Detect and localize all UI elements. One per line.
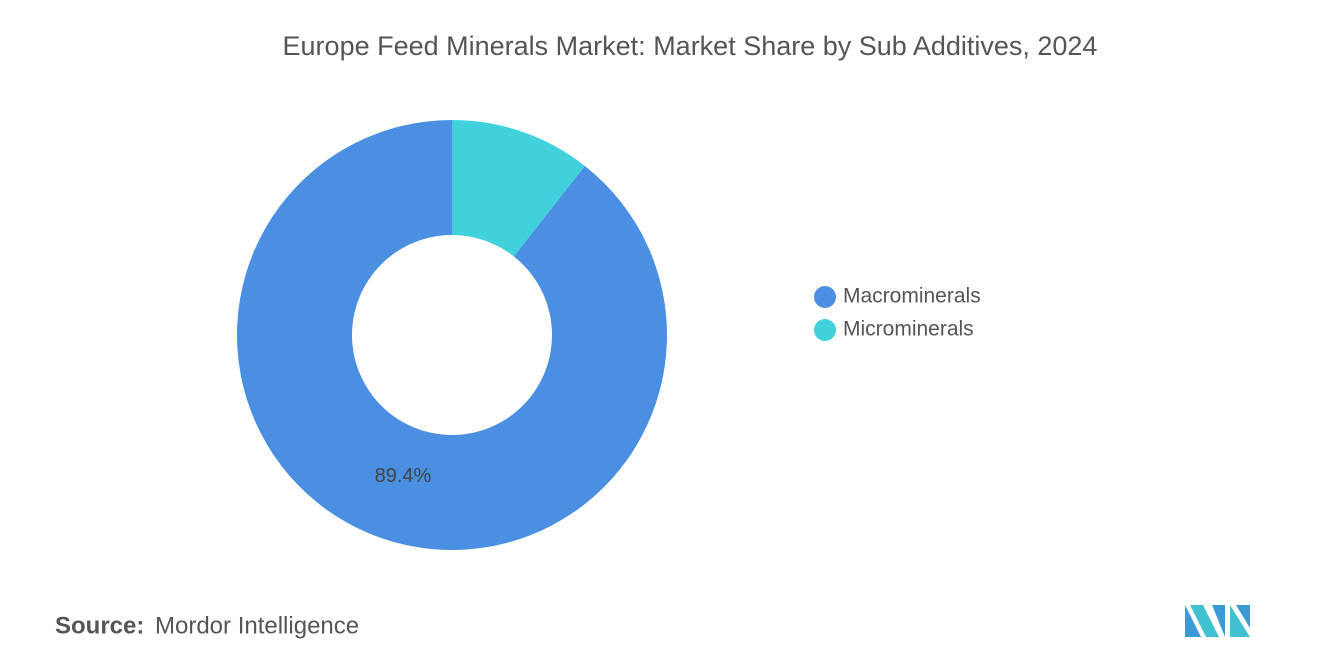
value-label: 89.4% [375, 465, 432, 487]
source: Mordor Intelligence [155, 612, 359, 639]
logo [1185, 605, 1250, 637]
slice [452, 120, 585, 257]
source-label: Source: [55, 612, 144, 639]
legend-marker [814, 286, 836, 308]
slice [236, 120, 668, 550]
chart-title: Europe Feed Minerals Market: Market Shar… [283, 31, 1098, 61]
legend-marker [814, 319, 836, 341]
legend-label: Macrominerals [843, 285, 981, 308]
legend-label: Microminerals [843, 318, 974, 341]
